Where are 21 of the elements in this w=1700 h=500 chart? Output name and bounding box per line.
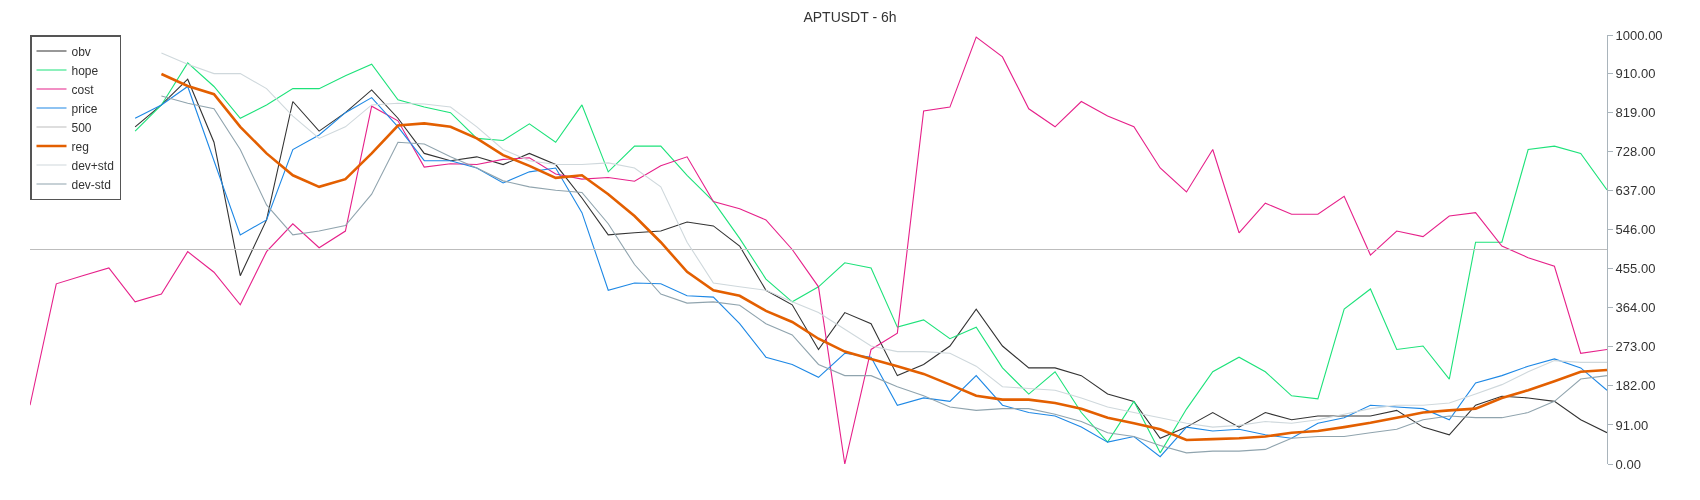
y-tick-label: 637.00 bbox=[1615, 183, 1656, 199]
legend-label: dev+std bbox=[71, 158, 114, 173]
legend-label: obv bbox=[71, 44, 91, 59]
y-tick-label: 546.00 bbox=[1615, 222, 1656, 238]
legend-label: 500 bbox=[71, 120, 92, 135]
y-tick-label: 91.00 bbox=[1615, 417, 1649, 433]
legend-label: hope bbox=[71, 63, 99, 78]
y-tick-label: 910.00 bbox=[1615, 66, 1656, 82]
y-tick-label: 182.00 bbox=[1615, 378, 1656, 394]
chart-title: APTUSDT - 6h bbox=[803, 9, 897, 26]
y-tick-label: 364.00 bbox=[1615, 300, 1656, 316]
y-tick-label: 455.00 bbox=[1615, 261, 1656, 277]
y-tick-label: 728.00 bbox=[1615, 144, 1656, 160]
y-tick-label: 273.00 bbox=[1615, 339, 1656, 355]
legend-label: dev-std bbox=[71, 177, 111, 192]
legend-label: cost bbox=[71, 82, 95, 97]
y-tick-label: 0.00 bbox=[1615, 456, 1641, 472]
legend-label: reg bbox=[71, 139, 89, 154]
y-tick-label: 819.00 bbox=[1615, 105, 1656, 121]
legend-label: price bbox=[71, 101, 98, 116]
y-tick-label: 1000.00 bbox=[1615, 27, 1663, 43]
